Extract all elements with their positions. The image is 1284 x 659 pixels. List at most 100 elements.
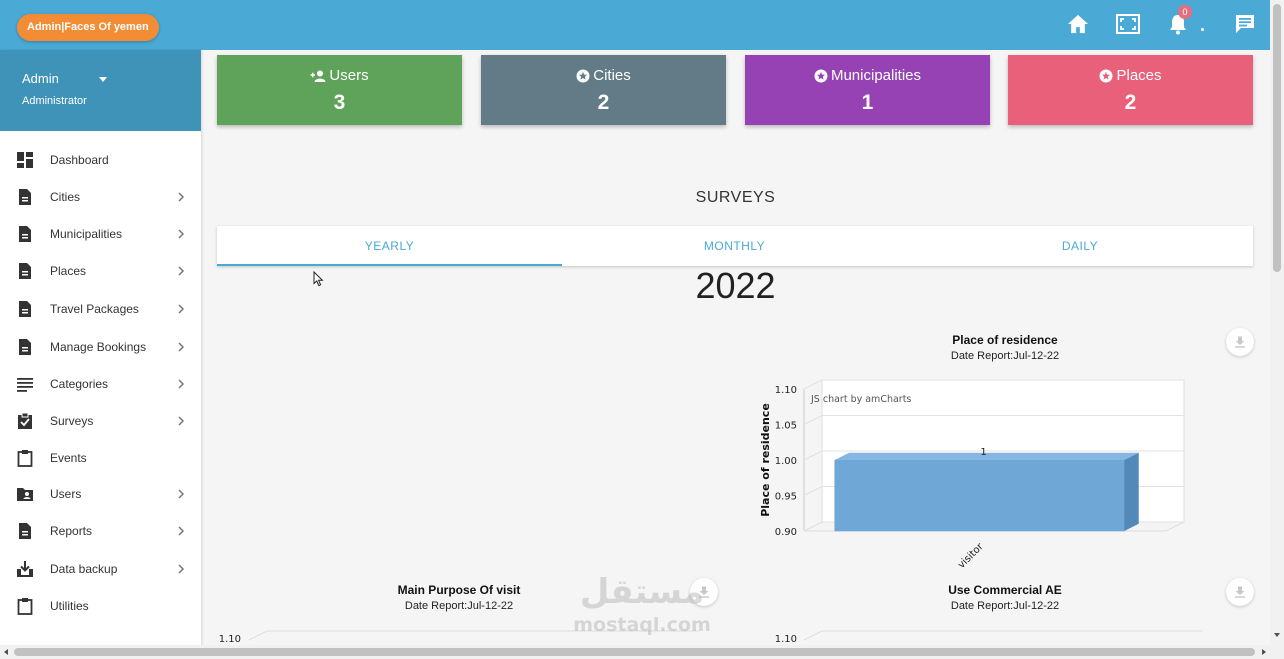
document-icon — [19, 339, 31, 355]
download-button[interactable] — [1226, 578, 1254, 606]
bar — [834, 459, 1125, 532]
sidebar-item-label: Data backup — [50, 562, 118, 576]
surveys-heading: SURVEYS — [695, 189, 776, 206]
y-tick-label: 0.90 — [775, 527, 797, 538]
chevron-right-icon — [178, 416, 185, 426]
sidebar-item-travel-packages[interactable]: Travel Packages — [0, 294, 201, 324]
user-role: Administrator — [22, 95, 87, 107]
star-circle-icon — [576, 69, 590, 82]
sidebar-item-surveys[interactable]: Surveys — [0, 406, 201, 436]
sidebar-item-events[interactable]: Events — [0, 443, 201, 473]
stat-value: 2 — [1124, 91, 1137, 114]
survey-tabs: YEARLY MONTHLY DAILY — [217, 226, 1253, 266]
home-icon[interactable] — [1065, 11, 1091, 37]
star-circle-icon — [814, 69, 828, 82]
year-heading: 2022 — [695, 265, 776, 306]
chart-subtitle: Date Report:Jul-12-22 — [404, 600, 514, 612]
horizontal-scrollbar[interactable] — [0, 645, 1284, 659]
stat-value: 2 — [597, 91, 610, 114]
sidebar-item-label: Users — [50, 487, 82, 501]
sidebar-item-manage-bookings[interactable]: Manage Bookings — [0, 332, 201, 362]
sidebar-item-municipalities[interactable]: Municipalities — [0, 219, 201, 249]
chart-credit: JS chart by amCharts — [810, 394, 911, 405]
stat-card-places[interactable]: Places 2 — [1008, 55, 1253, 125]
bar-chart: 1.10 — [219, 630, 699, 644]
stat-card-municipalities[interactable]: Municipalities 1 — [745, 55, 990, 125]
users-folder-icon — [17, 488, 33, 501]
scrollbar-thumb[interactable] — [1273, 4, 1281, 272]
user-panel: Admin Administrator — [0, 50, 201, 131]
active-tab-indicator — [217, 264, 562, 266]
fullscreen-icon[interactable] — [1115, 11, 1141, 37]
clipboard-icon — [17, 598, 33, 615]
stat-value: 3 — [333, 91, 346, 114]
tab-daily[interactable]: DAILY — [1061, 239, 1099, 253]
stat-card-cities[interactable]: Cities 2 — [481, 55, 726, 125]
stat-value: 1 — [861, 91, 874, 114]
sidebar-item-reports[interactable]: Reports — [0, 516, 201, 546]
sidebar-item-label: Surveys — [50, 414, 94, 428]
scrollbar-thumb[interactable] — [14, 648, 1255, 656]
bar-chart: 1.10 — [775, 630, 1202, 644]
y-tick-label: 1.00 — [775, 456, 797, 467]
status-dot — [1201, 28, 1204, 31]
y-tick-label: 1.10 — [775, 385, 797, 396]
vertical-scrollbar[interactable] — [1270, 0, 1284, 645]
download-box-icon — [17, 561, 33, 577]
brand-button[interactable]: Admin|Faces Of yemen — [17, 14, 159, 41]
stat-label: Users — [329, 67, 369, 84]
download-button[interactable] — [690, 578, 718, 606]
caret-down-icon[interactable] — [99, 77, 107, 82]
sidebar-item-cities[interactable]: Cities — [0, 182, 201, 212]
chevron-right-icon — [178, 489, 185, 499]
scroll-right-arrow-icon[interactable] — [1262, 649, 1266, 655]
sidebar-item-label: Municipalities — [50, 227, 123, 241]
sidebar-item-label: Utilities — [50, 599, 89, 613]
dashboard-icon — [17, 152, 33, 168]
chevron-right-icon — [178, 342, 185, 352]
bell-icon[interactable] — [1165, 11, 1191, 37]
sidebar-item-users[interactable]: Users — [0, 479, 201, 509]
users-add-icon — [310, 70, 326, 82]
download-icon — [1235, 336, 1245, 348]
stat-label: Places — [1116, 67, 1162, 84]
grid-line — [248, 630, 268, 641]
sidebar-item-places[interactable]: Places — [0, 256, 201, 286]
tab-monthly[interactable]: MONTHLY — [703, 239, 766, 253]
sidebar-item-utilities[interactable]: Utilities — [0, 591, 201, 621]
sidebar-item-data-backup[interactable]: Data backup — [0, 554, 201, 584]
chart-place-of-residence: Place of residence Date Report:Jul-12-22… — [741, 328, 1269, 610]
notification-badge: 0 — [1178, 5, 1192, 19]
sidebar-item-label: Events — [50, 451, 87, 465]
chevron-right-icon — [178, 229, 185, 239]
download-icon — [1235, 586, 1245, 598]
chevron-right-icon — [178, 304, 185, 314]
watermark-logo: مستقل mostaql.com — [562, 570, 722, 645]
stat-card-users[interactable]: Users 3 — [217, 55, 462, 125]
chat-icon[interactable] — [1232, 11, 1258, 37]
tab-yearly[interactable]: YEARLY — [364, 239, 415, 253]
sidebar-item-categories[interactable]: Categories — [0, 369, 201, 399]
sidebar-item-label: Categories — [50, 377, 109, 391]
x-tick-label: visitor — [956, 541, 986, 571]
grid-line — [803, 450, 1184, 461]
sidebar-item-dashboard[interactable]: Dashboard — [0, 145, 201, 175]
clipboard-check-icon — [18, 412, 32, 429]
main-content: Users 3 Cities 2 Municipalities 1 Places… — [201, 50, 1270, 644]
document-icon — [19, 263, 31, 279]
chart-use-commercial: Use Commercial AE Date Report:Jul-12-22 … — [741, 578, 1269, 644]
chart-main-purpose: Main Purpose Of visit Date Report:Jul-12… — [209, 578, 718, 644]
grid-line — [803, 630, 823, 641]
user-name[interactable]: Admin — [22, 71, 59, 86]
download-button[interactable] — [1226, 328, 1254, 356]
bar-top — [834, 452, 1139, 460]
chevron-right-icon — [178, 266, 185, 276]
chart-subtitle: Date Report:Jul-12-22 — [950, 600, 1060, 612]
scroll-left-arrow-icon[interactable] — [4, 649, 8, 655]
document-icon — [19, 226, 31, 242]
y-tick-label: 1.10 — [775, 634, 797, 644]
scroll-down-arrow-icon[interactable] — [1274, 633, 1280, 637]
stat-label: Cities — [593, 67, 631, 84]
sidebar-item-label: Manage Bookings — [50, 340, 147, 354]
chart-title: Use Commercial AE — [948, 583, 1062, 597]
